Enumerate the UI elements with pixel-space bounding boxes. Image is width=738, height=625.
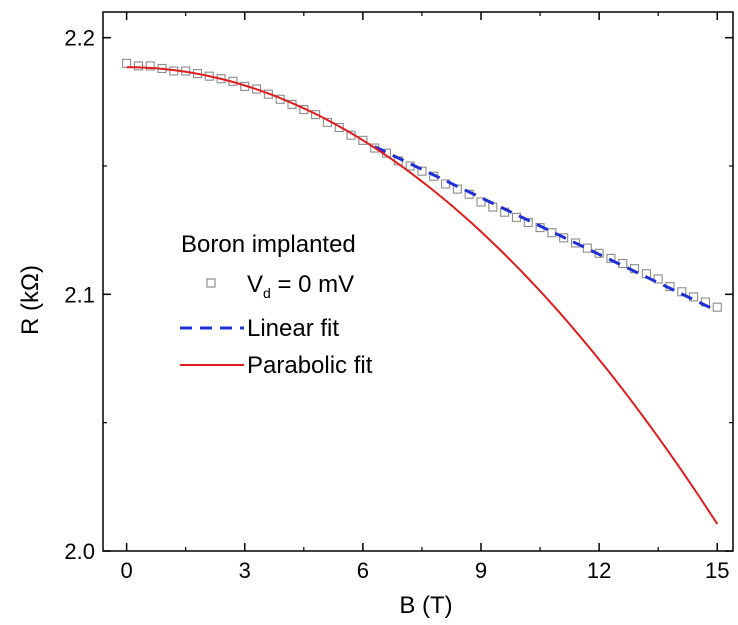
parabolic-fit-line bbox=[126, 66, 719, 525]
data-point bbox=[122, 58, 132, 68]
plot-border bbox=[102, 11, 734, 552]
data-point bbox=[417, 166, 427, 176]
y-axis-title: R (kΩ) bbox=[17, 265, 44, 335]
legend-header: Boron implanted bbox=[181, 231, 356, 258]
data-point bbox=[523, 217, 533, 228]
y-tick-label: 2.2 bbox=[64, 26, 95, 51]
data-point bbox=[358, 135, 368, 145]
y-tick-label: 2.1 bbox=[64, 282, 95, 307]
legend-label-v: V bbox=[247, 271, 263, 298]
x-axis-title: B (T) bbox=[399, 592, 452, 619]
data-point bbox=[582, 243, 592, 253]
data-point bbox=[677, 287, 687, 297]
data-point bbox=[311, 110, 321, 120]
data-point bbox=[547, 228, 557, 238]
legend-label-rest: = 0 mV bbox=[271, 271, 354, 298]
data-point bbox=[653, 274, 663, 284]
data-point bbox=[133, 61, 143, 71]
linear-fit-line bbox=[374, 145, 718, 313]
data-point bbox=[570, 238, 581, 248]
legend: Boron implanted Vd = 0 mV Linear fit Par… bbox=[180, 231, 373, 379]
legend-label-sub: d bbox=[263, 285, 271, 301]
x-tick-label: 6 bbox=[357, 558, 369, 583]
data-point bbox=[606, 253, 616, 263]
data-point bbox=[559, 233, 569, 243]
legend-label-linear: Linear fit bbox=[247, 315, 339, 342]
data-point bbox=[712, 302, 722, 312]
data-point bbox=[476, 197, 486, 207]
legend-label-data: Vd = 0 mV bbox=[247, 271, 354, 301]
tick-labels: 0 3 6 9 12 15 2.0 2.1 2.2 bbox=[64, 26, 729, 583]
legend-marker-data bbox=[206, 278, 216, 288]
y-tick-label: 2.0 bbox=[64, 539, 95, 564]
x-tick-label: 9 bbox=[475, 558, 487, 583]
x-tick-label: 0 bbox=[121, 558, 133, 583]
axis-ticks bbox=[103, 12, 733, 552]
x-tick-label: 12 bbox=[587, 558, 611, 583]
x-tick-label: 3 bbox=[239, 558, 251, 583]
x-tick-label: 15 bbox=[705, 558, 729, 583]
series-markers bbox=[122, 58, 722, 312]
data-point bbox=[145, 61, 155, 71]
plot-frame bbox=[102, 11, 734, 552]
series-lines bbox=[126, 66, 719, 525]
legend-label-parabolic: Parabolic fit bbox=[247, 352, 373, 379]
